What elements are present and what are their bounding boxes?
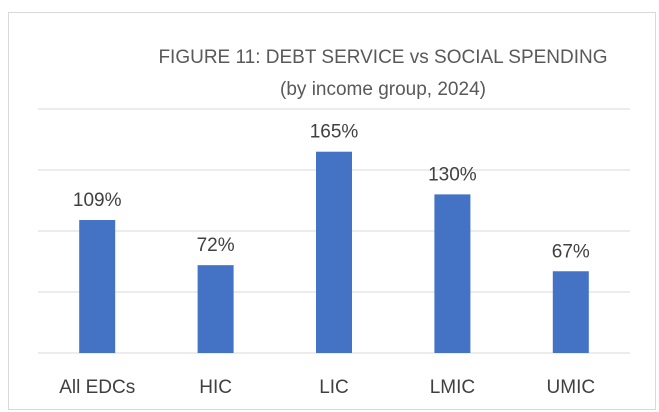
x-tick-label: UMIC bbox=[547, 377, 596, 398]
bars bbox=[79, 151, 589, 353]
bar-umic bbox=[552, 271, 589, 353]
chart-subtitle: (by income group, 2024) bbox=[280, 79, 486, 100]
data-label: 72% bbox=[197, 235, 235, 256]
data-labels: 109% 72% 165% 130% 67% bbox=[73, 122, 590, 263]
data-label: 165% bbox=[310, 122, 359, 143]
chart-title: FIGURE 11: DEBT SERVICE vs SOCIAL SPENDI… bbox=[158, 47, 607, 68]
bar-lmic bbox=[434, 194, 471, 353]
data-label: 109% bbox=[73, 190, 122, 211]
bar-all-edcs bbox=[79, 220, 116, 353]
x-tick-label: LIC bbox=[319, 377, 349, 398]
data-label: 130% bbox=[428, 164, 477, 185]
x-tick-label: All EDCs bbox=[59, 377, 135, 398]
data-label: 67% bbox=[552, 241, 590, 262]
bar-lic bbox=[316, 151, 352, 353]
x-tick-label: HIC bbox=[199, 377, 232, 398]
bar-hic bbox=[197, 265, 234, 353]
x-tick-label: LMIC bbox=[430, 377, 475, 398]
x-axis-ticks: All EDCs HIC LIC LMIC UMIC bbox=[59, 377, 595, 398]
